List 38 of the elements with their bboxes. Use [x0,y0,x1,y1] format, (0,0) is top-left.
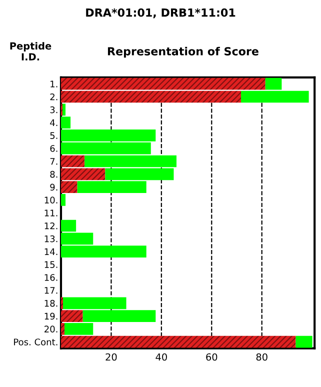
y-tick-label: 15. [44,261,58,268]
y-tick-label: 2. [50,93,58,100]
bar [60,90,242,103]
y-axis-title: Peptide I.D. [10,42,52,60]
y-tick-label: 9. [50,184,58,191]
y-tick-label: 4. [50,119,58,126]
y-tick-label: 13. [44,235,58,242]
bar [60,310,83,322]
bar [60,194,66,206]
bar [60,155,85,168]
y-tick-label: 6. [50,145,58,152]
bar [296,336,312,348]
bar [60,181,78,193]
x-tick-label: 20 [106,353,117,361]
y-tick-label: 16. [44,274,58,281]
y-tick-label: 5. [50,132,58,140]
y-tick-label: 10. [44,196,58,204]
chart-subtitle: Representation of Score [108,46,258,58]
x-tick-label: 60 [206,353,218,361]
y-tick-label: 20. [44,326,58,333]
y-tick-label: 11. [44,210,58,216]
y-tick-label: 8. [50,170,58,178]
y-tick-label: 1. [50,80,58,88]
x-tick-label: 80 [256,353,268,361]
y-tick-label: 17. [44,287,58,294]
y-tick-label: 19. [44,312,58,320]
y-tick-label: 3. [50,106,58,114]
bar [60,78,266,90]
y-tick-label: 14. [44,248,58,255]
y-tick-label: 12. [44,222,58,230]
bar [60,168,106,180]
y-tick-label: 18. [44,300,58,307]
y-tick-label: 7. [50,158,58,165]
chart-title: DRA*01:01, DRB1*11:01 [86,8,236,18]
x-tick-label: 40 [156,353,167,361]
bar [60,336,296,348]
y-tick-label: Pos. Cont. [14,338,58,346]
bar [60,323,65,335]
